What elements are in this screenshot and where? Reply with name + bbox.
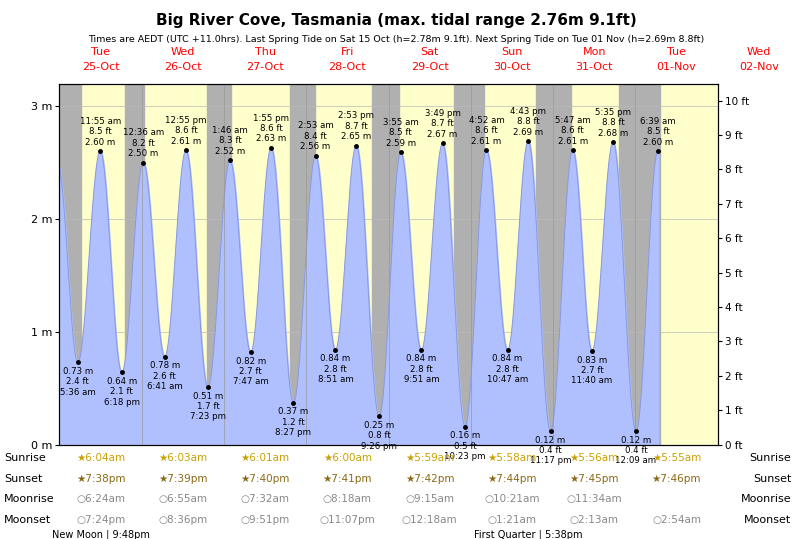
Text: 02-Nov: 02-Nov <box>739 63 779 72</box>
Text: ○11:34am: ○11:34am <box>566 494 622 504</box>
Text: Mon: Mon <box>583 47 606 57</box>
Text: Sun: Sun <box>501 47 523 57</box>
Text: ★7:44pm: ★7:44pm <box>487 474 537 483</box>
Text: 5:35 pm
8.8 ft
2.68 m: 5:35 pm 8.8 ft 2.68 m <box>595 108 631 137</box>
Text: ★6:00am: ★6:00am <box>323 453 372 463</box>
Text: ○8:18am: ○8:18am <box>323 494 372 504</box>
Text: 3:49 pm
8.7 ft
2.67 m: 3:49 pm 8.7 ft 2.67 m <box>425 109 461 139</box>
Text: Moonset: Moonset <box>4 515 52 524</box>
Text: 31-Oct: 31-Oct <box>576 63 613 72</box>
Text: 0.12 m
0.4 ft
11:17 pm: 0.12 m 0.4 ft 11:17 pm <box>530 436 571 466</box>
Text: Sunrise: Sunrise <box>4 453 46 463</box>
Bar <box>619 84 635 445</box>
Text: 2:53 am
8.4 ft
2.56 m: 2:53 am 8.4 ft 2.56 m <box>297 121 334 151</box>
Text: 27-Oct: 27-Oct <box>247 63 284 72</box>
Text: 0.84 m
2.8 ft
9:51 am: 0.84 m 2.8 ft 9:51 am <box>404 355 439 384</box>
Text: ○12:18am: ○12:18am <box>402 515 458 524</box>
Text: 0.73 m
2.4 ft
5:36 am: 0.73 m 2.4 ft 5:36 am <box>60 367 96 397</box>
Text: 0.83 m
2.7 ft
11:40 am: 0.83 m 2.7 ft 11:40 am <box>571 356 612 385</box>
Text: ○9:51pm: ○9:51pm <box>240 515 289 524</box>
Text: Tue: Tue <box>91 47 110 57</box>
Text: ★7:42pm: ★7:42pm <box>405 474 454 483</box>
Text: 0.12 m
0.4 ft
12:09 am: 0.12 m 0.4 ft 12:09 am <box>615 436 657 466</box>
Text: Big River Cove, Tasmania (max. tidal range 2.76m 9.1ft): Big River Cove, Tasmania (max. tidal ran… <box>156 13 637 29</box>
Text: 30-Oct: 30-Oct <box>493 63 531 72</box>
Text: ○2:54am: ○2:54am <box>652 515 701 524</box>
Text: 29-Oct: 29-Oct <box>411 63 449 72</box>
Text: ○1:21am: ○1:21am <box>488 515 537 524</box>
Text: Tue: Tue <box>667 47 686 57</box>
Text: Moonset: Moonset <box>744 515 791 524</box>
Text: 0.51 m
1.7 ft
7:23 pm: 0.51 m 1.7 ft 7:23 pm <box>190 392 226 421</box>
Text: Fri: Fri <box>341 47 354 57</box>
Text: 26-Oct: 26-Oct <box>164 63 201 72</box>
Text: 12:55 pm
8.6 ft
2.61 m: 12:55 pm 8.6 ft 2.61 m <box>165 116 207 146</box>
Bar <box>289 84 315 445</box>
Text: ★7:38pm: ★7:38pm <box>76 474 125 483</box>
Text: Moonrise: Moonrise <box>4 494 55 504</box>
Bar <box>372 84 399 445</box>
Text: ○11:07pm: ○11:07pm <box>320 515 375 524</box>
Text: ★6:01am: ★6:01am <box>240 453 289 463</box>
Text: ★7:41pm: ★7:41pm <box>323 474 372 483</box>
Text: 1:46 am
8.3 ft
2.52 m: 1:46 am 8.3 ft 2.52 m <box>213 126 248 156</box>
Text: Thu: Thu <box>255 47 276 57</box>
Text: ○9:15am: ○9:15am <box>405 494 454 504</box>
Text: ○7:32am: ○7:32am <box>240 494 289 504</box>
Text: ★6:04am: ★6:04am <box>76 453 125 463</box>
Text: 0.25 m
0.8 ft
9:26 pm: 0.25 m 0.8 ft 9:26 pm <box>362 421 397 451</box>
Bar <box>125 84 144 445</box>
Bar <box>52 84 81 445</box>
Text: 0.37 m
1.2 ft
8:27 pm: 0.37 m 1.2 ft 8:27 pm <box>275 407 312 437</box>
Text: Moonrise: Moonrise <box>741 494 791 504</box>
Text: Sunrise: Sunrise <box>749 453 791 463</box>
Text: ★7:40pm: ★7:40pm <box>240 474 290 483</box>
Text: 3:55 am
8.5 ft
2.59 m: 3:55 am 8.5 ft 2.59 m <box>383 118 419 148</box>
Text: First Quarter | 5:38pm: First Quarter | 5:38pm <box>473 530 582 539</box>
Text: Times are AEDT (UTC +11.0hrs). Last Spring Tide on Sat 15 Oct (h=2.78m 9.1ft). N: Times are AEDT (UTC +11.0hrs). Last Spri… <box>88 35 705 44</box>
Bar <box>207 84 231 445</box>
Text: 2:53 pm
8.7 ft
2.65 m: 2:53 pm 8.7 ft 2.65 m <box>339 111 374 141</box>
Text: ★7:45pm: ★7:45pm <box>569 474 619 483</box>
Text: Sunset: Sunset <box>4 474 42 483</box>
Text: 4:52 am
8.6 ft
2.61 m: 4:52 am 8.6 ft 2.61 m <box>469 116 504 146</box>
Text: ○2:13am: ○2:13am <box>569 515 619 524</box>
Bar <box>536 84 572 445</box>
Text: 0.78 m
2.6 ft
6:41 am: 0.78 m 2.6 ft 6:41 am <box>147 361 182 391</box>
Text: ★5:58am: ★5:58am <box>488 453 537 463</box>
Text: ★7:39pm: ★7:39pm <box>158 474 208 483</box>
Text: 0.82 m
2.7 ft
7:47 am: 0.82 m 2.7 ft 7:47 am <box>233 357 269 386</box>
Text: 0.64 m
2.1 ft
6:18 pm: 0.64 m 2.1 ft 6:18 pm <box>104 377 140 407</box>
Text: 28-Oct: 28-Oct <box>328 63 366 72</box>
Text: 12:36 am
8.2 ft
2.50 m: 12:36 am 8.2 ft 2.50 m <box>123 128 164 158</box>
Text: Wed: Wed <box>747 47 771 57</box>
Text: 01-Nov: 01-Nov <box>657 63 696 72</box>
Text: ★5:59am: ★5:59am <box>405 453 454 463</box>
Text: 0.16 m
0.5 ft
10:23 pm: 0.16 m 0.5 ft 10:23 pm <box>444 431 486 461</box>
Text: New Moon | 9:48pm: New Moon | 9:48pm <box>52 530 150 539</box>
Text: Sunset: Sunset <box>753 474 791 483</box>
Text: 4:43 pm
8.8 ft
2.69 m: 4:43 pm 8.8 ft 2.69 m <box>510 107 546 136</box>
Text: Sat: Sat <box>420 47 439 57</box>
Text: ○6:55am: ○6:55am <box>159 494 208 504</box>
Text: ○7:24pm: ○7:24pm <box>76 515 125 524</box>
Text: ○6:24am: ○6:24am <box>76 494 125 504</box>
Bar <box>454 84 485 445</box>
Text: 1:55 pm
8.6 ft
2.63 m: 1:55 pm 8.6 ft 2.63 m <box>253 114 289 143</box>
Text: 6:39 am
8.5 ft
2.60 m: 6:39 am 8.5 ft 2.60 m <box>640 117 676 147</box>
Text: Wed: Wed <box>170 47 195 57</box>
Bar <box>635 84 660 445</box>
Text: ★5:56am: ★5:56am <box>569 453 619 463</box>
Text: ○10:21am: ○10:21am <box>485 494 540 504</box>
Text: 11:55 am
8.5 ft
2.60 m: 11:55 am 8.5 ft 2.60 m <box>79 117 121 147</box>
Text: ★5:55am: ★5:55am <box>652 453 701 463</box>
Text: 25-Oct: 25-Oct <box>82 63 120 72</box>
Text: 5:47 am
8.6 ft
2.61 m: 5:47 am 8.6 ft 2.61 m <box>555 116 591 146</box>
Text: ★6:03am: ★6:03am <box>159 453 208 463</box>
Text: 0.84 m
2.8 ft
8:51 am: 0.84 m 2.8 ft 8:51 am <box>317 355 354 384</box>
Text: ○8:36pm: ○8:36pm <box>159 515 208 524</box>
Text: 0.84 m
2.8 ft
10:47 am: 0.84 m 2.8 ft 10:47 am <box>487 355 528 384</box>
Text: ★7:46pm: ★7:46pm <box>652 474 701 483</box>
